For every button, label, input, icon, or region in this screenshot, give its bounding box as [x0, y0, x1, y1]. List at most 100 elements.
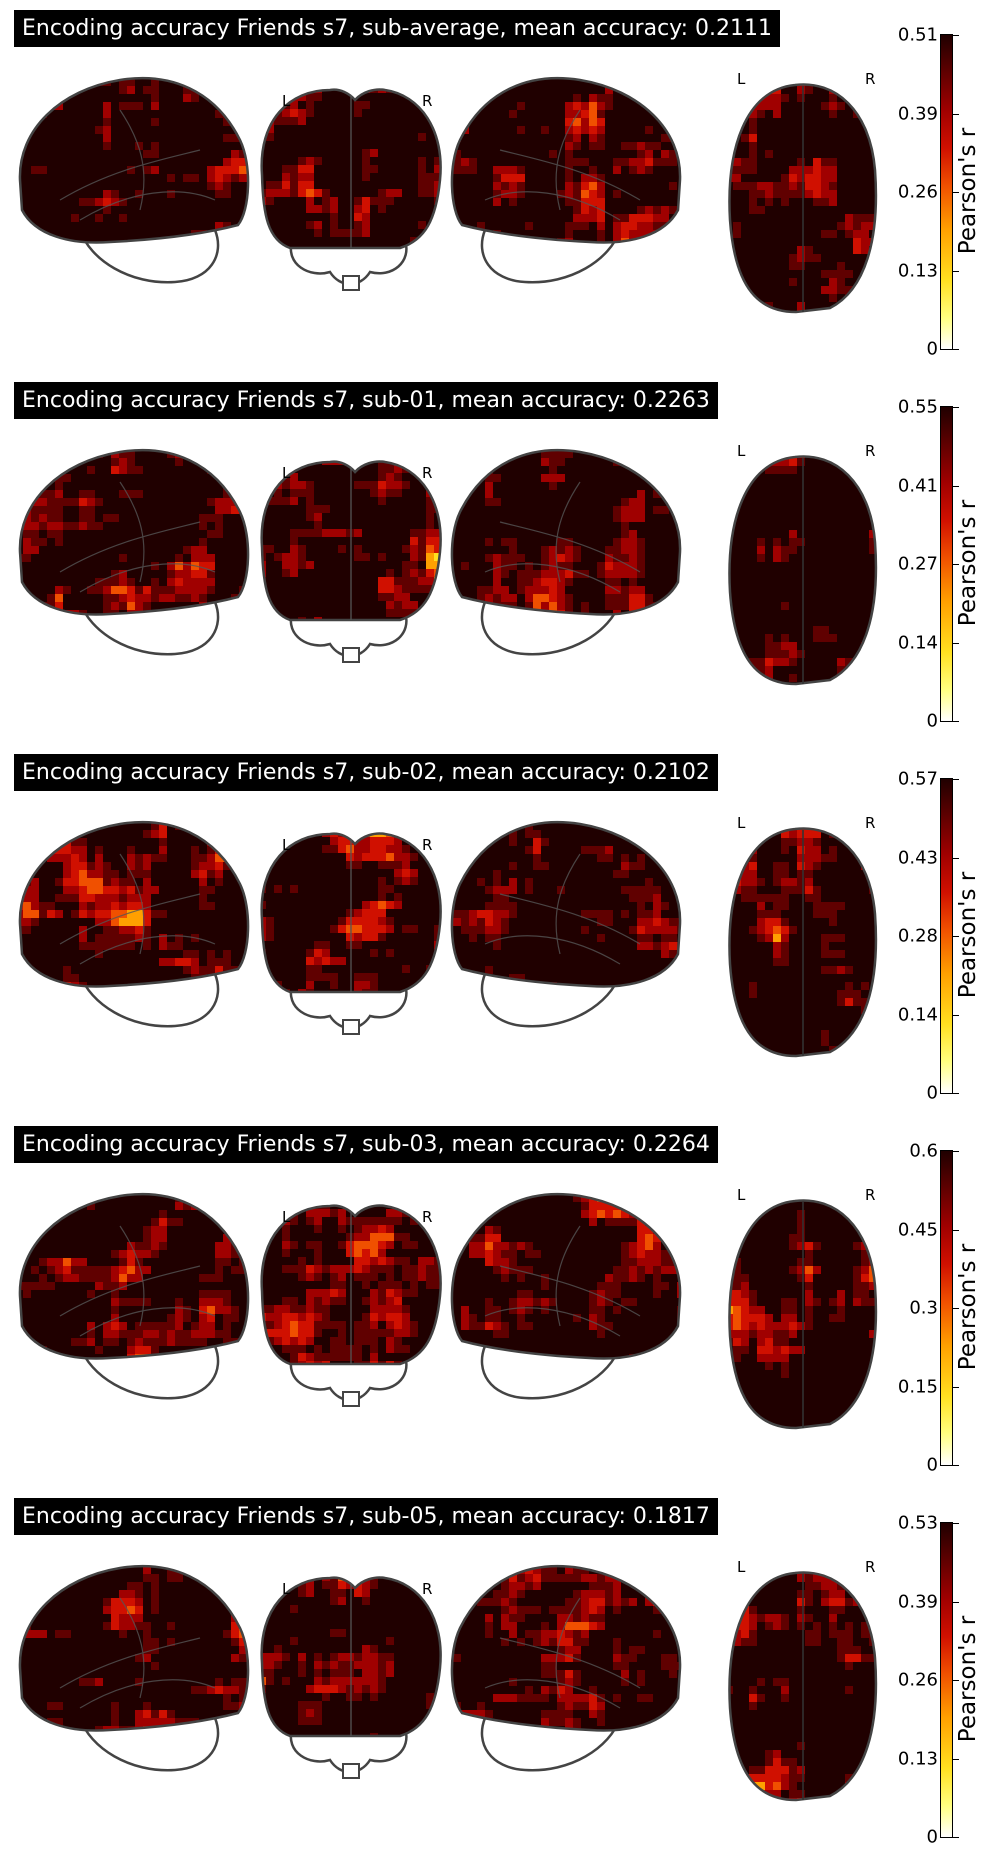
brain-panel: Encoding accuracy Friends s7, sub-03, me… — [0, 1122, 1004, 1494]
colorbar-label: Pearson's r — [955, 1244, 981, 1370]
right-hemisphere-label: R — [865, 1558, 875, 1576]
colorbar-tick-mark — [953, 1759, 959, 1760]
colorbar-tick-label: 0.55 — [898, 397, 938, 418]
left-hemisphere-label: L — [737, 442, 746, 460]
colorbar-tick-mark — [953, 779, 959, 780]
right-hemisphere-label: R — [422, 836, 432, 854]
colorbar-label: Pearson's r — [955, 872, 981, 998]
colorbar-tick-mark — [953, 858, 959, 859]
colorbar-tick-mark — [953, 1837, 959, 1838]
colorbar — [940, 406, 953, 722]
brain-panel: Encoding accuracy Friends s7, sub-02, me… — [0, 750, 1004, 1122]
colorbar-tick-label: 0.51 — [898, 25, 938, 46]
right-hemisphere-label: R — [865, 70, 875, 88]
left-hemisphere-label: L — [282, 464, 291, 482]
colorbar-tick-mark — [953, 1465, 959, 1466]
left-hemisphere-label: L — [282, 836, 291, 854]
brainstem-base — [343, 1764, 359, 1778]
colorbar-tick-label: 0.27 — [898, 554, 938, 575]
colorbar-label: Pearson's r — [955, 500, 981, 626]
left-hemisphere-label: L — [282, 1208, 291, 1226]
left-lateral-heatmap — [15, 1558, 256, 1743]
panel-title: Encoding accuracy Friends s7, sub-03, me… — [14, 1126, 718, 1163]
left-hemisphere-label: L — [737, 70, 746, 88]
left-hemisphere-label: L — [737, 1558, 746, 1576]
brain-panel: Encoding accuracy Friends s7, sub-05, me… — [0, 1494, 1004, 1866]
colorbar-tick-label: 0 — [927, 339, 938, 360]
colorbar-tick-mark — [953, 35, 959, 36]
colorbar-label: Pearson's r — [955, 128, 981, 254]
colorbar-tick-mark — [953, 1093, 959, 1094]
colorbar-tick-label: 0.41 — [898, 475, 938, 496]
right-hemisphere-label: R — [422, 92, 432, 110]
colorbar-tick-label: 0.57 — [898, 769, 938, 790]
colorbar-tick-mark — [953, 349, 959, 350]
panel-title: Encoding accuracy Friends s7, sub-05, me… — [14, 1498, 718, 1535]
brainstem-base — [343, 648, 359, 662]
colorbar-tick-mark — [953, 721, 959, 722]
brain-panel: Encoding accuracy Friends s7, sub-01, me… — [0, 378, 1004, 750]
colorbar-tick-label: 0 — [927, 1083, 938, 1104]
colorbar-tick-label: 0.14 — [898, 632, 938, 653]
right-lateral-heatmap — [445, 814, 686, 999]
left-lateral-heatmap — [15, 70, 256, 255]
right-hemisphere-label: R — [422, 1208, 432, 1226]
brainstem-base — [343, 1392, 359, 1406]
right-hemisphere-label: R — [865, 1186, 875, 1204]
colorbar-tick-label: 0 — [927, 711, 938, 732]
glass-brain-views: L R L R — [0, 50, 900, 370]
panel-title: Encoding accuracy Friends s7, sub-01, me… — [14, 382, 718, 419]
left-hemisphere-label: L — [282, 92, 291, 110]
right-hemisphere-label: R — [865, 442, 875, 460]
colorbar-tick-label: 0.45 — [898, 1219, 938, 1240]
colorbar-tick-mark — [953, 407, 959, 408]
right-lateral-heatmap — [445, 442, 686, 627]
right-hemisphere-label: R — [422, 464, 432, 482]
colorbar — [940, 778, 953, 1094]
right-lateral-heatmap — [445, 1186, 686, 1371]
left-lateral-heatmap — [15, 442, 256, 627]
right-lateral-heatmap — [445, 1558, 686, 1743]
colorbar-tick-mark — [953, 1387, 959, 1388]
colorbar-tick-mark — [953, 486, 959, 487]
colorbar-tick-mark — [953, 1230, 959, 1231]
panel-title: Encoding accuracy Friends s7, sub-averag… — [14, 10, 780, 47]
colorbar-tick-label: 0.53 — [898, 1513, 938, 1534]
colorbar-tick-mark — [953, 1602, 959, 1603]
colorbar-tick-label: 0.15 — [898, 1376, 938, 1397]
colorbar-tick-label: 0.43 — [898, 847, 938, 868]
colorbar-tick-label: 0.3 — [909, 1298, 938, 1319]
left-lateral-heatmap — [15, 1186, 256, 1371]
glass-brain-views: L R L R — [0, 794, 900, 1114]
colorbar-tick-label: 0 — [927, 1827, 938, 1848]
colorbar-tick-label: 0.13 — [898, 260, 938, 281]
colorbar-label: Pearson's r — [955, 1616, 981, 1742]
right-hemisphere-label: R — [422, 1580, 432, 1598]
colorbar-tick-mark — [953, 114, 959, 115]
colorbar-tick-label: 0.28 — [898, 926, 938, 947]
colorbar-tick-mark — [953, 1523, 959, 1524]
right-lateral-heatmap — [445, 70, 686, 255]
colorbar — [940, 1522, 953, 1838]
colorbar-tick-mark — [953, 1015, 959, 1016]
colorbar-tick-label: 0.14 — [898, 1004, 938, 1025]
colorbar-tick-label: 0.39 — [898, 103, 938, 124]
colorbar-tick-label: 0.26 — [898, 182, 938, 203]
colorbar-tick-mark — [953, 643, 959, 644]
colorbar-tick-label: 0.6 — [909, 1141, 938, 1162]
colorbar — [940, 1150, 953, 1466]
panel-title: Encoding accuracy Friends s7, sub-02, me… — [14, 754, 718, 791]
brainstem-base — [343, 276, 359, 290]
colorbar-tick-label: 0.26 — [898, 1670, 938, 1691]
glass-brain-views: L R L R — [0, 422, 900, 742]
glass-brain-views: L R L R — [0, 1166, 900, 1486]
colorbar-tick-label: 0.13 — [898, 1748, 938, 1769]
left-hemisphere-label: L — [737, 1186, 746, 1204]
brain-panel: Encoding accuracy Friends s7, sub-averag… — [0, 6, 1004, 378]
left-hemisphere-label: L — [737, 814, 746, 832]
colorbar-tick-label: 0.39 — [898, 1591, 938, 1612]
left-lateral-heatmap — [15, 814, 256, 999]
colorbar-tick-label: 0 — [927, 1455, 938, 1476]
right-hemisphere-label: R — [865, 814, 875, 832]
